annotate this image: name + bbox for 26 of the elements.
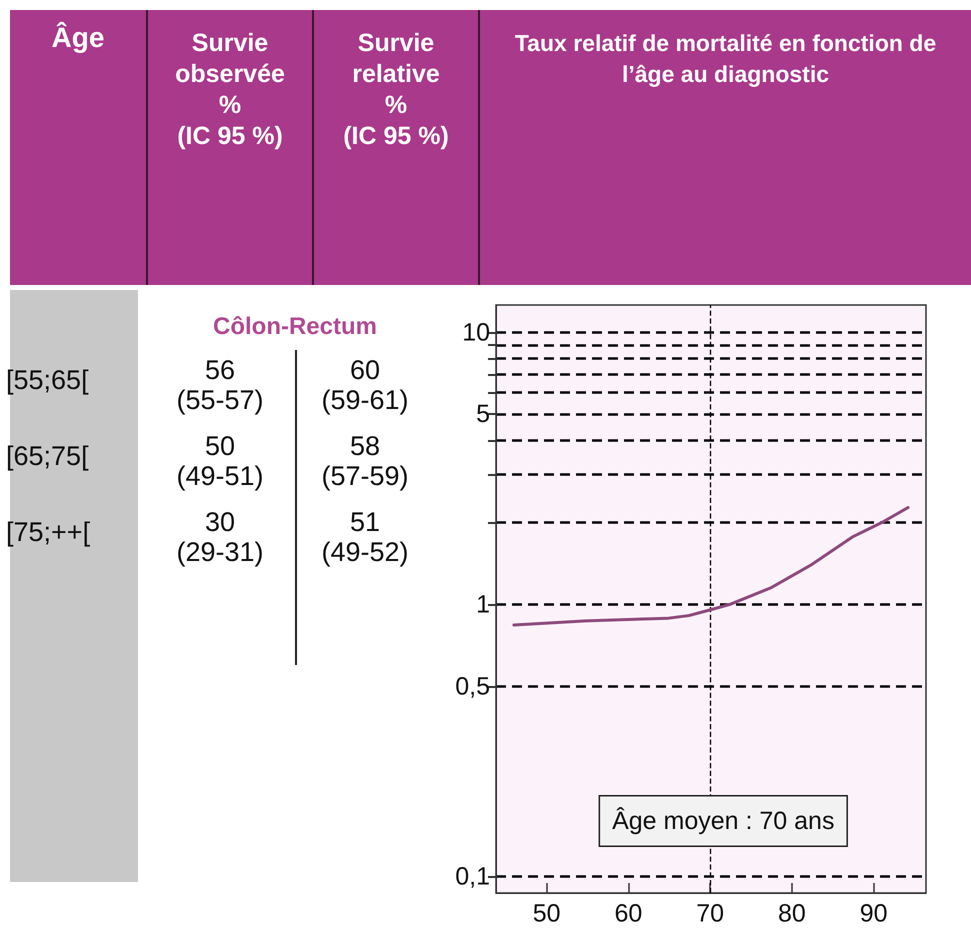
text: 58 (57-59) — [320, 431, 410, 491]
x-tick-label: 60 — [614, 900, 642, 928]
text: Survie observée % (IC 95 %) — [148, 10, 314, 285]
y-tick-label: 1 — [476, 590, 490, 618]
chart-title: Taux relatif de mortalité en fonction de l’âge au diagnostic — [480, 10, 971, 285]
text: 50 (49-51) — [175, 431, 265, 491]
y-tick-label: 10 — [462, 318, 490, 346]
y-tick-label: 5 — [476, 400, 490, 428]
text: 60 (59-61) — [320, 355, 410, 415]
text: 56 (55-57) — [175, 355, 265, 415]
text: 51 (49-52) — [320, 507, 410, 567]
line-series — [512, 506, 910, 627]
x-tick-label: 50 — [532, 900, 561, 928]
text: Âge — [10, 10, 148, 285]
text: Côlon-Rectum — [212, 312, 378, 342]
text: [65;75[ — [6, 441, 90, 471]
x-tick-label: 90 — [860, 900, 888, 928]
y-tick-label: 0,1 — [455, 862, 490, 891]
text: [75;++[ — [6, 517, 92, 547]
text: [55;65[ — [6, 365, 90, 395]
x-tick-label: 80 — [778, 900, 806, 928]
text: 30 (29-31) — [175, 507, 265, 567]
annotation: Âge moyen : 70 ans — [612, 807, 834, 835]
x-tick-label: 70 — [696, 900, 724, 928]
y-tick-label: 0,5 — [455, 672, 490, 700]
text: Survie relative % (IC 95 %) — [314, 10, 480, 285]
